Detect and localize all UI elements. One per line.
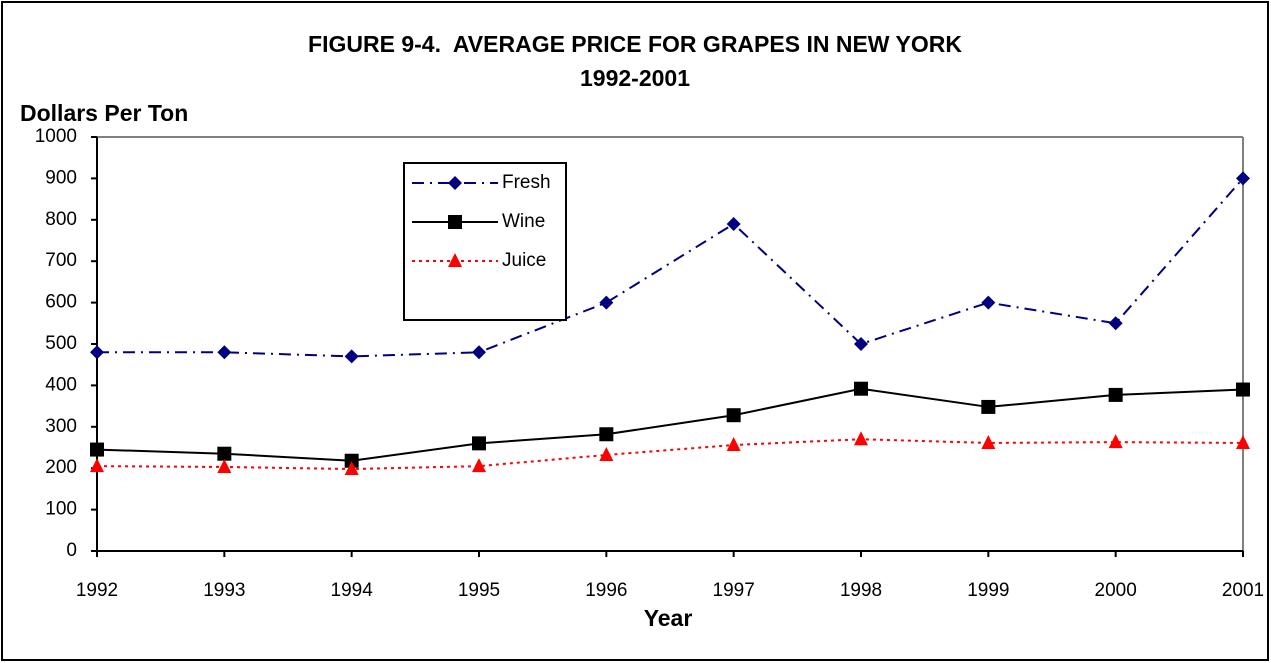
marker bbox=[599, 427, 614, 442]
y-tick-label: 600 bbox=[45, 292, 77, 313]
marker bbox=[448, 253, 462, 267]
marker bbox=[981, 295, 996, 310]
marker bbox=[854, 381, 868, 396]
marker bbox=[1108, 316, 1123, 331]
x-tick-label: 2000 bbox=[1095, 580, 1137, 601]
marker bbox=[1108, 387, 1123, 402]
y-tick-label: 900 bbox=[45, 167, 77, 188]
y-tick-label: 200 bbox=[45, 457, 77, 478]
legend: Fresh Wine Juice bbox=[403, 162, 567, 321]
marker bbox=[217, 446, 232, 461]
marker bbox=[726, 437, 741, 452]
series-line bbox=[96, 387, 1244, 462]
marker bbox=[854, 337, 868, 351]
marker bbox=[344, 461, 359, 476]
y-axis-title: Dollars Per Ton bbox=[20, 100, 188, 126]
marker bbox=[344, 349, 359, 364]
x-tick-label: 2001 bbox=[1222, 580, 1264, 601]
marker bbox=[726, 216, 741, 231]
marker bbox=[90, 442, 104, 457]
chart-title: FIGURE 9-4. AVERAGE PRICE FOR GRAPES IN … bbox=[308, 31, 962, 57]
marker bbox=[726, 408, 741, 423]
marker bbox=[472, 436, 486, 451]
marker bbox=[90, 345, 104, 360]
y-tick-label: 700 bbox=[45, 250, 77, 271]
x-axis-title: Year bbox=[644, 605, 693, 631]
marker bbox=[1236, 434, 1250, 449]
marker bbox=[217, 345, 232, 360]
marker bbox=[448, 176, 462, 190]
marker bbox=[981, 434, 996, 449]
marker bbox=[344, 453, 359, 468]
marker bbox=[599, 295, 614, 310]
x-tick-label: 1992 bbox=[76, 580, 118, 601]
legend-label: Juice bbox=[502, 250, 546, 271]
x-tick-label: 1994 bbox=[331, 580, 374, 601]
marker bbox=[1236, 382, 1250, 397]
marker bbox=[448, 215, 462, 229]
marker bbox=[472, 458, 486, 473]
legend-label: Fresh bbox=[502, 172, 551, 193]
y-tick-label: 400 bbox=[45, 374, 77, 395]
x-tick-label: 1996 bbox=[585, 580, 627, 601]
y-tick-label: 300 bbox=[45, 416, 77, 437]
y-tick-label: 1000 bbox=[35, 126, 77, 147]
y-tick-label: 100 bbox=[45, 499, 77, 520]
marker bbox=[854, 431, 868, 446]
y-tick-label: 0 bbox=[66, 540, 77, 561]
marker bbox=[90, 458, 104, 473]
legend-label: Wine bbox=[502, 211, 545, 232]
x-tick-label: 1997 bbox=[713, 580, 755, 601]
marker bbox=[599, 446, 614, 461]
legend-box bbox=[403, 162, 567, 321]
y-tick-label: 800 bbox=[45, 209, 77, 230]
chart-subtitle: 1992-2001 bbox=[580, 65, 690, 91]
x-tick-label: 1999 bbox=[967, 580, 1009, 601]
series-line bbox=[97, 177, 1244, 358]
marker bbox=[1108, 434, 1123, 449]
marker bbox=[1236, 171, 1250, 186]
marker bbox=[981, 399, 996, 414]
y-tick-label: 500 bbox=[45, 333, 77, 354]
series-line bbox=[96, 438, 1244, 471]
marker bbox=[217, 458, 232, 473]
x-tick-label: 1995 bbox=[458, 580, 500, 601]
marker bbox=[472, 345, 486, 360]
x-tick-label: 1998 bbox=[840, 580, 882, 601]
x-tick-label: 1993 bbox=[203, 580, 245, 601]
